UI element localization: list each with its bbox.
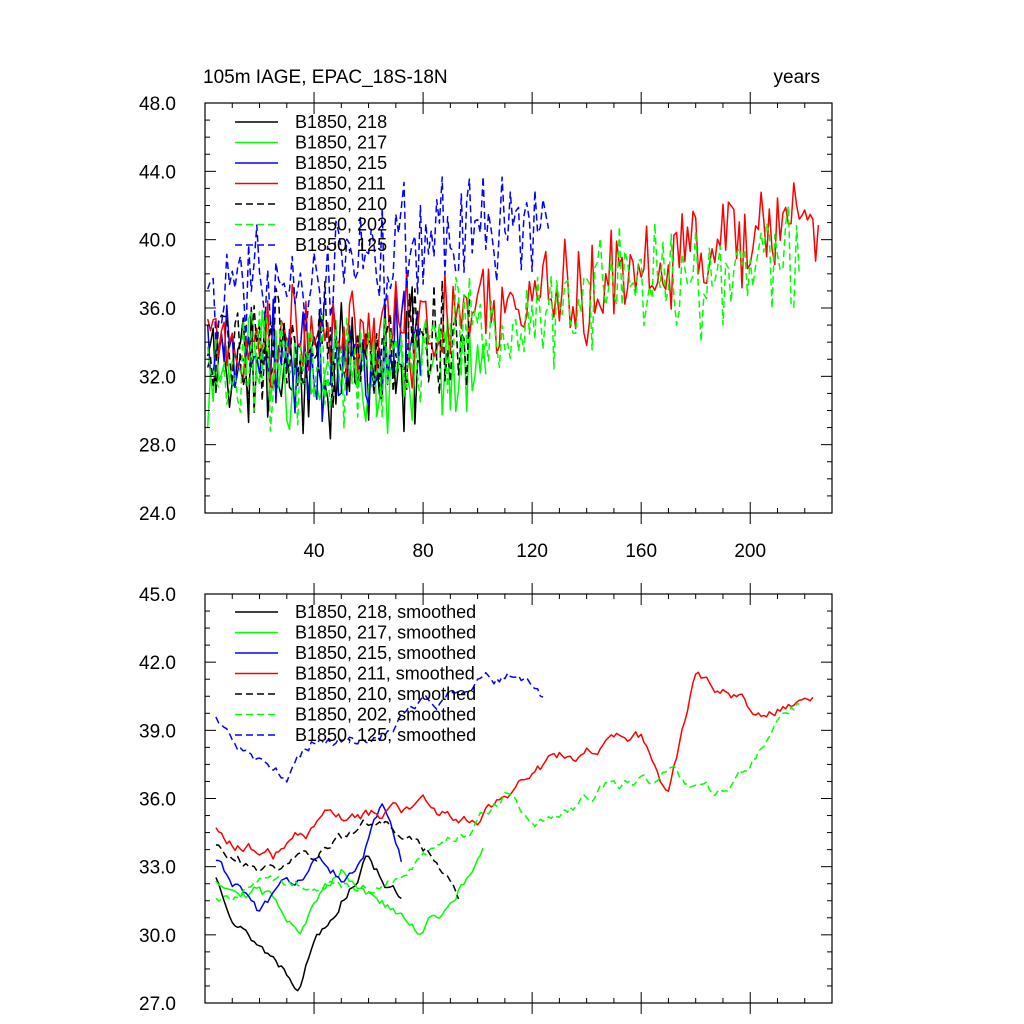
chart-title: 105m IAGE, EPAC_18S-18N xyxy=(203,67,448,88)
x-tick-label-0-1: 80 xyxy=(413,541,434,562)
series-line-1-3 xyxy=(215,671,814,860)
y-tick-label-1-1: 30.0 xyxy=(139,926,176,947)
series-line-0-6 xyxy=(206,175,550,342)
legend-entry-1-3: B1850, 211, smoothed xyxy=(295,664,475,684)
top-panel: 24.0 28.0 32.0 36.0 40.0 44.0 48.0 40 80 120 160 20… xyxy=(139,92,833,562)
legend-entry-0-5: B1850, 202 xyxy=(295,215,387,235)
y-tick-label-1-6: 45.0 xyxy=(139,585,176,606)
y-tick-label-0-0: 24.0 xyxy=(139,504,176,525)
legend-entry-1-6: B1850, 125, smoothed xyxy=(295,725,476,745)
x-tick-label-0-4: 200 xyxy=(734,541,766,562)
bottom-panel: 27.0 30.0 33.0 36.0 39.0 42.0 45.0 B1850, 218, … xyxy=(139,583,833,1015)
chart-title-right: years xyxy=(774,67,820,88)
series-line-1-5 xyxy=(215,703,800,902)
x-tick-label-0-3: 160 xyxy=(625,541,657,562)
legend-entry-0-2: B1850, 215 xyxy=(295,153,387,173)
y-tick-label-0-1: 28.0 xyxy=(139,436,176,457)
legend-entry-0-0: B1850, 218 xyxy=(295,112,387,132)
y-tick-label-1-0: 27.0 xyxy=(139,994,176,1015)
x-tick-label-0-2: 120 xyxy=(516,541,548,562)
series-line-1-6 xyxy=(215,671,544,783)
series-line-1-2 xyxy=(215,803,403,912)
legend-entry-1-4: B1850, 210, smoothed xyxy=(295,684,476,704)
legend-entry-1-5: B1850, 202, smoothed xyxy=(295,705,476,725)
y-tick-label-1-3: 36.0 xyxy=(139,790,176,811)
series-line-0-5 xyxy=(206,205,801,432)
legend-entry-1-2: B1850, 215, smoothed xyxy=(295,643,476,663)
series-line-1-0 xyxy=(215,855,402,992)
y-tick-label-0-6: 48.0 xyxy=(139,94,176,115)
series-line-1-4 xyxy=(215,819,460,900)
series-line-0-4 xyxy=(206,279,471,408)
legend-entry-1-0: B1850, 218, smoothed xyxy=(295,602,476,622)
y-tick-label-0-2: 32.0 xyxy=(139,367,176,388)
x-tick-label-0-0: 40 xyxy=(303,541,324,562)
y-tick-label-1-5: 42.0 xyxy=(139,653,176,674)
legend-entry-0-6: B1850, 125 xyxy=(295,235,387,255)
y-tick-label-1-4: 39.0 xyxy=(139,721,176,742)
y-tick-label-0-5: 44.0 xyxy=(139,162,176,183)
legend-entry-1-1: B1850, 217, smoothed xyxy=(295,623,476,643)
legend-entry-0-1: B1850, 217 xyxy=(295,133,387,153)
y-tick-label-1-2: 33.0 xyxy=(139,858,176,879)
series-line-1-1 xyxy=(215,847,484,935)
legend-entry-0-4: B1850, 210 xyxy=(295,194,387,214)
y-tick-label-0-3: 36.0 xyxy=(139,299,176,320)
legend-entry-0-3: B1850, 211 xyxy=(295,174,386,194)
y-tick-label-0-4: 40.0 xyxy=(139,231,176,252)
